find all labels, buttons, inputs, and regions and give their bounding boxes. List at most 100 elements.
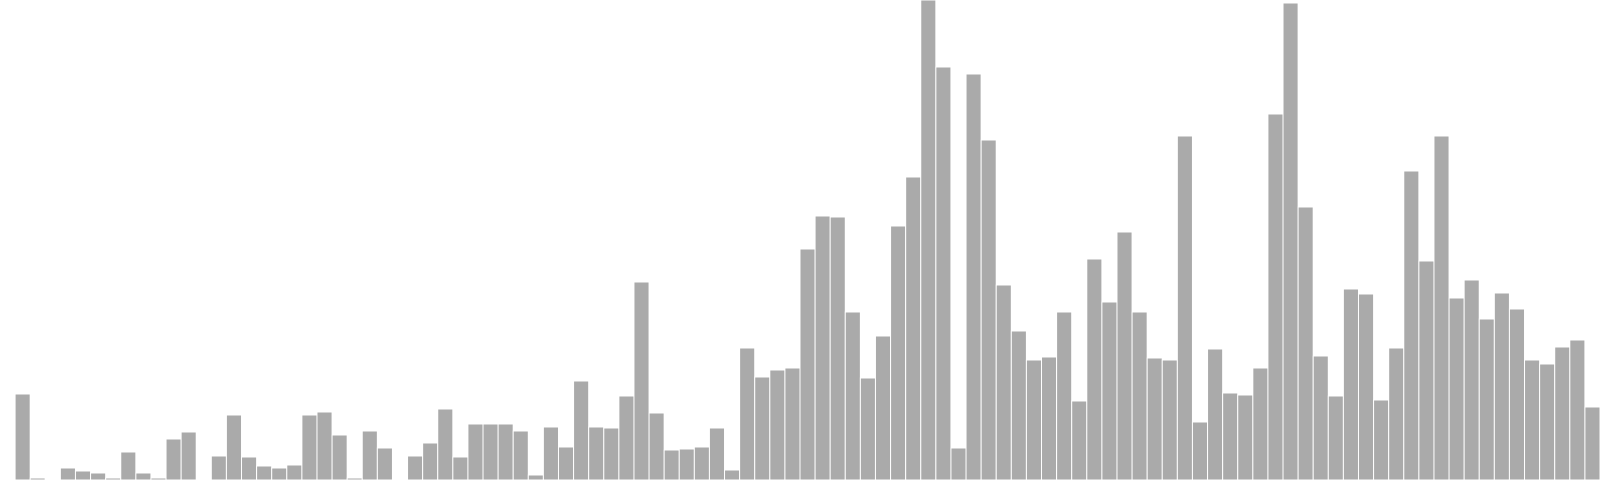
- bar-101: [1524, 359, 1541, 480]
- bar-18: [271, 467, 288, 480]
- bar-4: [59, 467, 76, 480]
- bar-31: [467, 423, 484, 480]
- bar-25: [376, 447, 393, 480]
- bar-11: [165, 438, 182, 480]
- bar-96: [1448, 297, 1465, 480]
- bar-62: [935, 66, 952, 480]
- bar-36: [542, 426, 559, 480]
- bar-76: [1146, 357, 1163, 480]
- bar-73: [1101, 301, 1118, 480]
- bar-37: [557, 446, 575, 480]
- bar-44: [663, 449, 680, 480]
- bar-16: [241, 456, 258, 480]
- bar-61: [920, 0, 937, 480]
- bar-67: [1010, 330, 1027, 480]
- bar-89: [1342, 288, 1359, 480]
- bar-22: [331, 434, 348, 480]
- bar-94: [1418, 260, 1435, 480]
- bar-30: [452, 456, 469, 480]
- bar-20: [301, 414, 318, 480]
- bar-27: [407, 455, 424, 480]
- bar-39: [588, 426, 605, 480]
- bar-57: [859, 377, 876, 480]
- bar-58: [874, 335, 892, 480]
- bar-105: [1584, 406, 1600, 480]
- bar-8: [120, 451, 137, 480]
- bar-43: [648, 412, 665, 480]
- bar-82: [1237, 394, 1254, 480]
- bar-83: [1252, 367, 1269, 480]
- bar-90: [1357, 293, 1375, 480]
- bar-49: [739, 347, 756, 480]
- bar-75: [1131, 311, 1148, 480]
- bar-14: [210, 455, 227, 480]
- bar-104: [1569, 339, 1586, 480]
- bar-86: [1297, 206, 1314, 480]
- bar-71: [1071, 400, 1088, 480]
- bar-17: [256, 465, 273, 480]
- bar-35: [527, 474, 544, 480]
- bar-56: [844, 311, 861, 480]
- bar-33: [497, 423, 514, 480]
- bar-68: [1025, 359, 1043, 480]
- bar-102: [1539, 363, 1556, 480]
- bar-98: [1478, 318, 1495, 480]
- bar-88: [1327, 395, 1344, 480]
- bar-19: [286, 464, 303, 480]
- bar-70: [1056, 311, 1073, 480]
- bar-5: [74, 470, 92, 480]
- bar-69: [1041, 356, 1058, 480]
- bar-32: [482, 423, 499, 480]
- bar-34: [512, 430, 529, 480]
- bar-78: [1176, 135, 1193, 480]
- bar-66: [995, 284, 1012, 480]
- bar-64: [965, 73, 982, 480]
- bar-99: [1493, 292, 1510, 480]
- bar-48: [724, 469, 741, 480]
- bar-54: [814, 215, 831, 480]
- bar-85: [1282, 2, 1299, 480]
- bar-60: [905, 176, 922, 480]
- bar-47: [708, 427, 726, 480]
- bar-21: [316, 411, 333, 480]
- bar-77: [1161, 359, 1178, 480]
- bar-74: [1116, 231, 1133, 480]
- bar-38: [573, 380, 590, 480]
- bar-29: [437, 408, 454, 480]
- bar-91: [1373, 399, 1390, 480]
- bar-63: [950, 447, 967, 480]
- bar-92: [1388, 347, 1405, 480]
- bar-24: [361, 430, 378, 480]
- bar-55: [829, 216, 846, 480]
- bar-65: [980, 139, 997, 480]
- bar-79: [1191, 421, 1209, 480]
- bar-80: [1207, 348, 1224, 480]
- bar-9: [135, 472, 152, 480]
- bar-41: [618, 395, 635, 480]
- bar-72: [1086, 258, 1103, 480]
- bar-81: [1222, 392, 1239, 480]
- bar-84: [1267, 113, 1284, 480]
- bar-103: [1554, 346, 1571, 480]
- bar-15: [225, 414, 243, 480]
- bar-95: [1433, 135, 1450, 480]
- bar-50: [754, 376, 771, 480]
- bar-40: [603, 427, 620, 480]
- bar-100: [1508, 308, 1526, 480]
- bar-59: [890, 225, 907, 480]
- bar-87: [1312, 355, 1329, 480]
- bar-1: [14, 393, 31, 480]
- bar-93: [1403, 170, 1420, 480]
- bar-series: [14, 0, 1600, 480]
- bar-12: [180, 431, 197, 480]
- bar-46: [693, 446, 710, 480]
- bar-53: [799, 248, 816, 480]
- bar-28: [422, 442, 439, 480]
- bar-52: [784, 367, 801, 480]
- bar-6: [90, 472, 107, 480]
- bar-45: [678, 448, 695, 480]
- bar-51: [769, 369, 786, 480]
- bar-97: [1463, 279, 1480, 480]
- bar-42: [633, 281, 650, 480]
